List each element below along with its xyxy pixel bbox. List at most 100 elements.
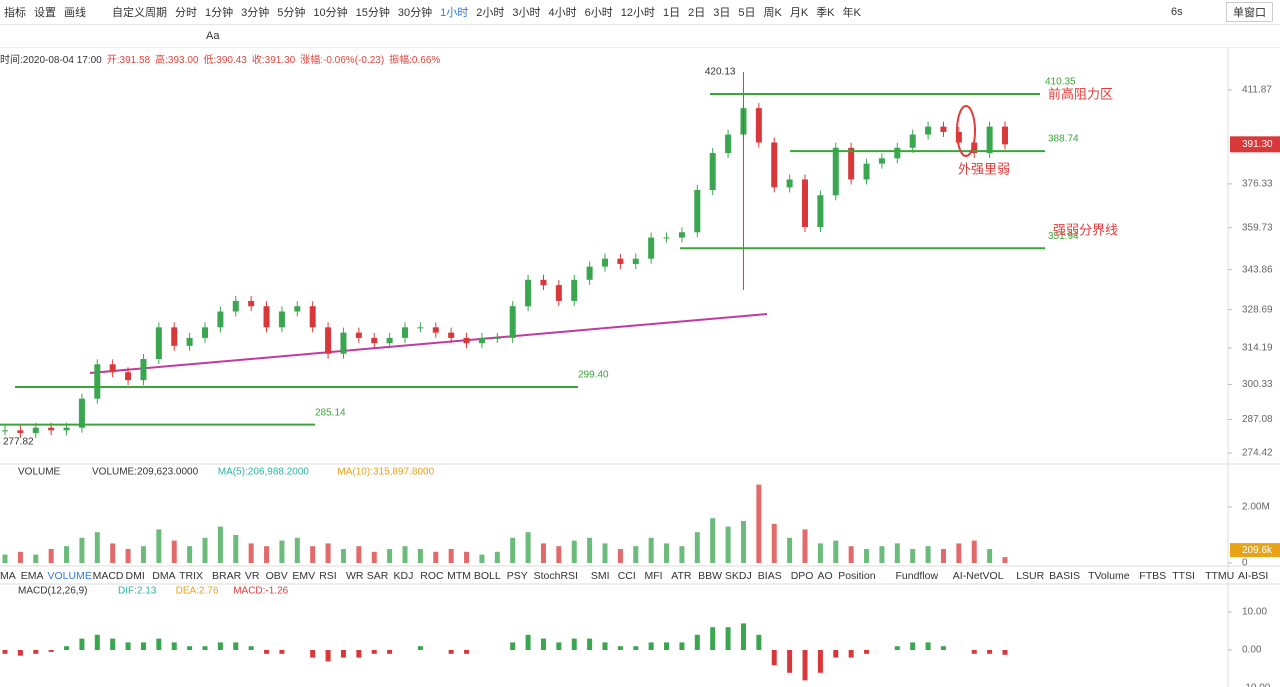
bar bbox=[710, 627, 716, 650]
candle bbox=[386, 337, 393, 344]
bar bbox=[264, 650, 270, 654]
candle bbox=[540, 279, 547, 286]
price-tag-text: 391.30 bbox=[1242, 139, 1273, 150]
candle bbox=[617, 258, 624, 264]
y-tick-label: 343.86 bbox=[1242, 264, 1273, 275]
bar bbox=[110, 638, 116, 650]
toolbar-item[interactable]: 10分钟 bbox=[313, 7, 348, 19]
candle bbox=[602, 258, 608, 267]
candle bbox=[48, 427, 55, 431]
candle bbox=[571, 279, 578, 301]
level-label: 388.74 bbox=[1048, 134, 1079, 145]
candle bbox=[648, 237, 655, 259]
bar bbox=[602, 543, 608, 563]
candle bbox=[17, 430, 24, 433]
toolbar-item[interactable]: 指标 bbox=[4, 7, 26, 19]
candle bbox=[109, 364, 116, 373]
panel-legend: DEA:2.76 bbox=[176, 586, 219, 597]
candle bbox=[971, 142, 978, 154]
candle bbox=[878, 158, 885, 164]
bar bbox=[971, 540, 977, 563]
toolbar-item[interactable]: 3日 bbox=[713, 7, 731, 19]
toolbar-item[interactable]: 3分钟 bbox=[241, 7, 270, 19]
y-tick-label: 411.87 bbox=[1242, 85, 1272, 96]
candle bbox=[709, 153, 716, 191]
toolbar-item[interactable]: 15分钟 bbox=[355, 7, 390, 19]
indicator-tab: PSY bbox=[507, 570, 528, 582]
bar bbox=[925, 642, 931, 650]
text-tool[interactable]: Aa bbox=[206, 30, 220, 42]
indicator-tab: BASIS bbox=[1049, 570, 1080, 582]
toolbar-item[interactable]: 1小时 bbox=[440, 7, 469, 19]
toolbar-item[interactable]: 2小时 bbox=[476, 7, 505, 19]
indicator-tab: SMI bbox=[591, 570, 610, 582]
bar bbox=[340, 549, 346, 563]
candle bbox=[448, 332, 455, 338]
indicator-tab: EMA bbox=[21, 570, 44, 582]
bar bbox=[725, 627, 731, 650]
bar bbox=[140, 642, 146, 650]
bar bbox=[2, 554, 8, 563]
toolbar-item[interactable]: 5分钟 bbox=[277, 7, 306, 19]
indicator-tab: BOLL bbox=[474, 570, 501, 582]
candle bbox=[463, 337, 470, 344]
toolbar-item[interactable]: 1分钟 bbox=[205, 7, 234, 19]
level-label: 351.94 bbox=[1048, 231, 1079, 242]
bar bbox=[833, 650, 839, 658]
toolbar-item[interactable]: 3小时 bbox=[512, 7, 541, 19]
indicator-tab: KDJ bbox=[394, 570, 414, 582]
level-label: 285.14 bbox=[315, 407, 346, 418]
bar bbox=[33, 650, 39, 654]
window-mode[interactable]: 单窗口 bbox=[1226, 2, 1273, 22]
toolbar-item[interactable]: 4小时 bbox=[548, 7, 577, 19]
toolbar-item[interactable]: 30分钟 bbox=[397, 7, 433, 19]
candle bbox=[740, 108, 747, 135]
bar bbox=[171, 642, 177, 650]
bar bbox=[633, 546, 639, 563]
bar bbox=[556, 642, 562, 650]
toolbar-item[interactable]: 1日 bbox=[663, 7, 681, 19]
candle bbox=[355, 332, 362, 338]
candle bbox=[340, 332, 347, 354]
bar bbox=[233, 642, 239, 650]
toolbar-item[interactable]: 分时 bbox=[175, 7, 197, 19]
toolbar-item[interactable]: 自定义周期 bbox=[112, 7, 167, 19]
toolbar-item[interactable]: 设置 bbox=[34, 7, 56, 19]
toolbar-item[interactable]: 6小时 bbox=[584, 7, 613, 19]
toolbar-item[interactable]: 月K bbox=[789, 7, 809, 19]
toolbar-item[interactable]: 季K bbox=[816, 7, 835, 19]
bar bbox=[310, 650, 316, 658]
candle bbox=[325, 327, 332, 354]
refresh[interactable]: 6s bbox=[1171, 6, 1183, 18]
candle bbox=[786, 179, 793, 188]
bar bbox=[710, 518, 716, 563]
toolbar-item[interactable]: 5日 bbox=[738, 7, 756, 19]
indicator-tab: RSI bbox=[319, 570, 337, 582]
y-tick-label: 0.00 bbox=[1242, 645, 1262, 656]
toolbar-item[interactable]: 年K bbox=[842, 7, 861, 19]
toolbar-item[interactable]: 画线 bbox=[64, 7, 86, 19]
panel-legend: MA(5):206,988.2000 bbox=[218, 467, 310, 478]
bar bbox=[617, 646, 623, 650]
trend-line bbox=[89, 313, 768, 374]
bar bbox=[79, 638, 85, 650]
indicator-tab: EMV bbox=[292, 570, 315, 582]
bar bbox=[987, 549, 993, 563]
indicator-tab: MACD bbox=[93, 570, 124, 582]
bar bbox=[2, 650, 8, 654]
candle bbox=[125, 372, 132, 381]
bar bbox=[879, 546, 885, 563]
candle bbox=[309, 306, 316, 328]
bar bbox=[202, 537, 208, 563]
bar bbox=[925, 546, 931, 563]
candle bbox=[894, 147, 901, 159]
toolbar-item[interactable]: 2日 bbox=[688, 7, 706, 19]
price-tag bbox=[1230, 136, 1280, 153]
bar bbox=[171, 540, 177, 563]
bar bbox=[371, 551, 377, 563]
bar bbox=[1002, 557, 1008, 563]
toolbar-item[interactable]: 周K bbox=[763, 7, 782, 19]
bar bbox=[464, 650, 470, 654]
toolbar-item[interactable]: 12小时 bbox=[620, 7, 655, 19]
